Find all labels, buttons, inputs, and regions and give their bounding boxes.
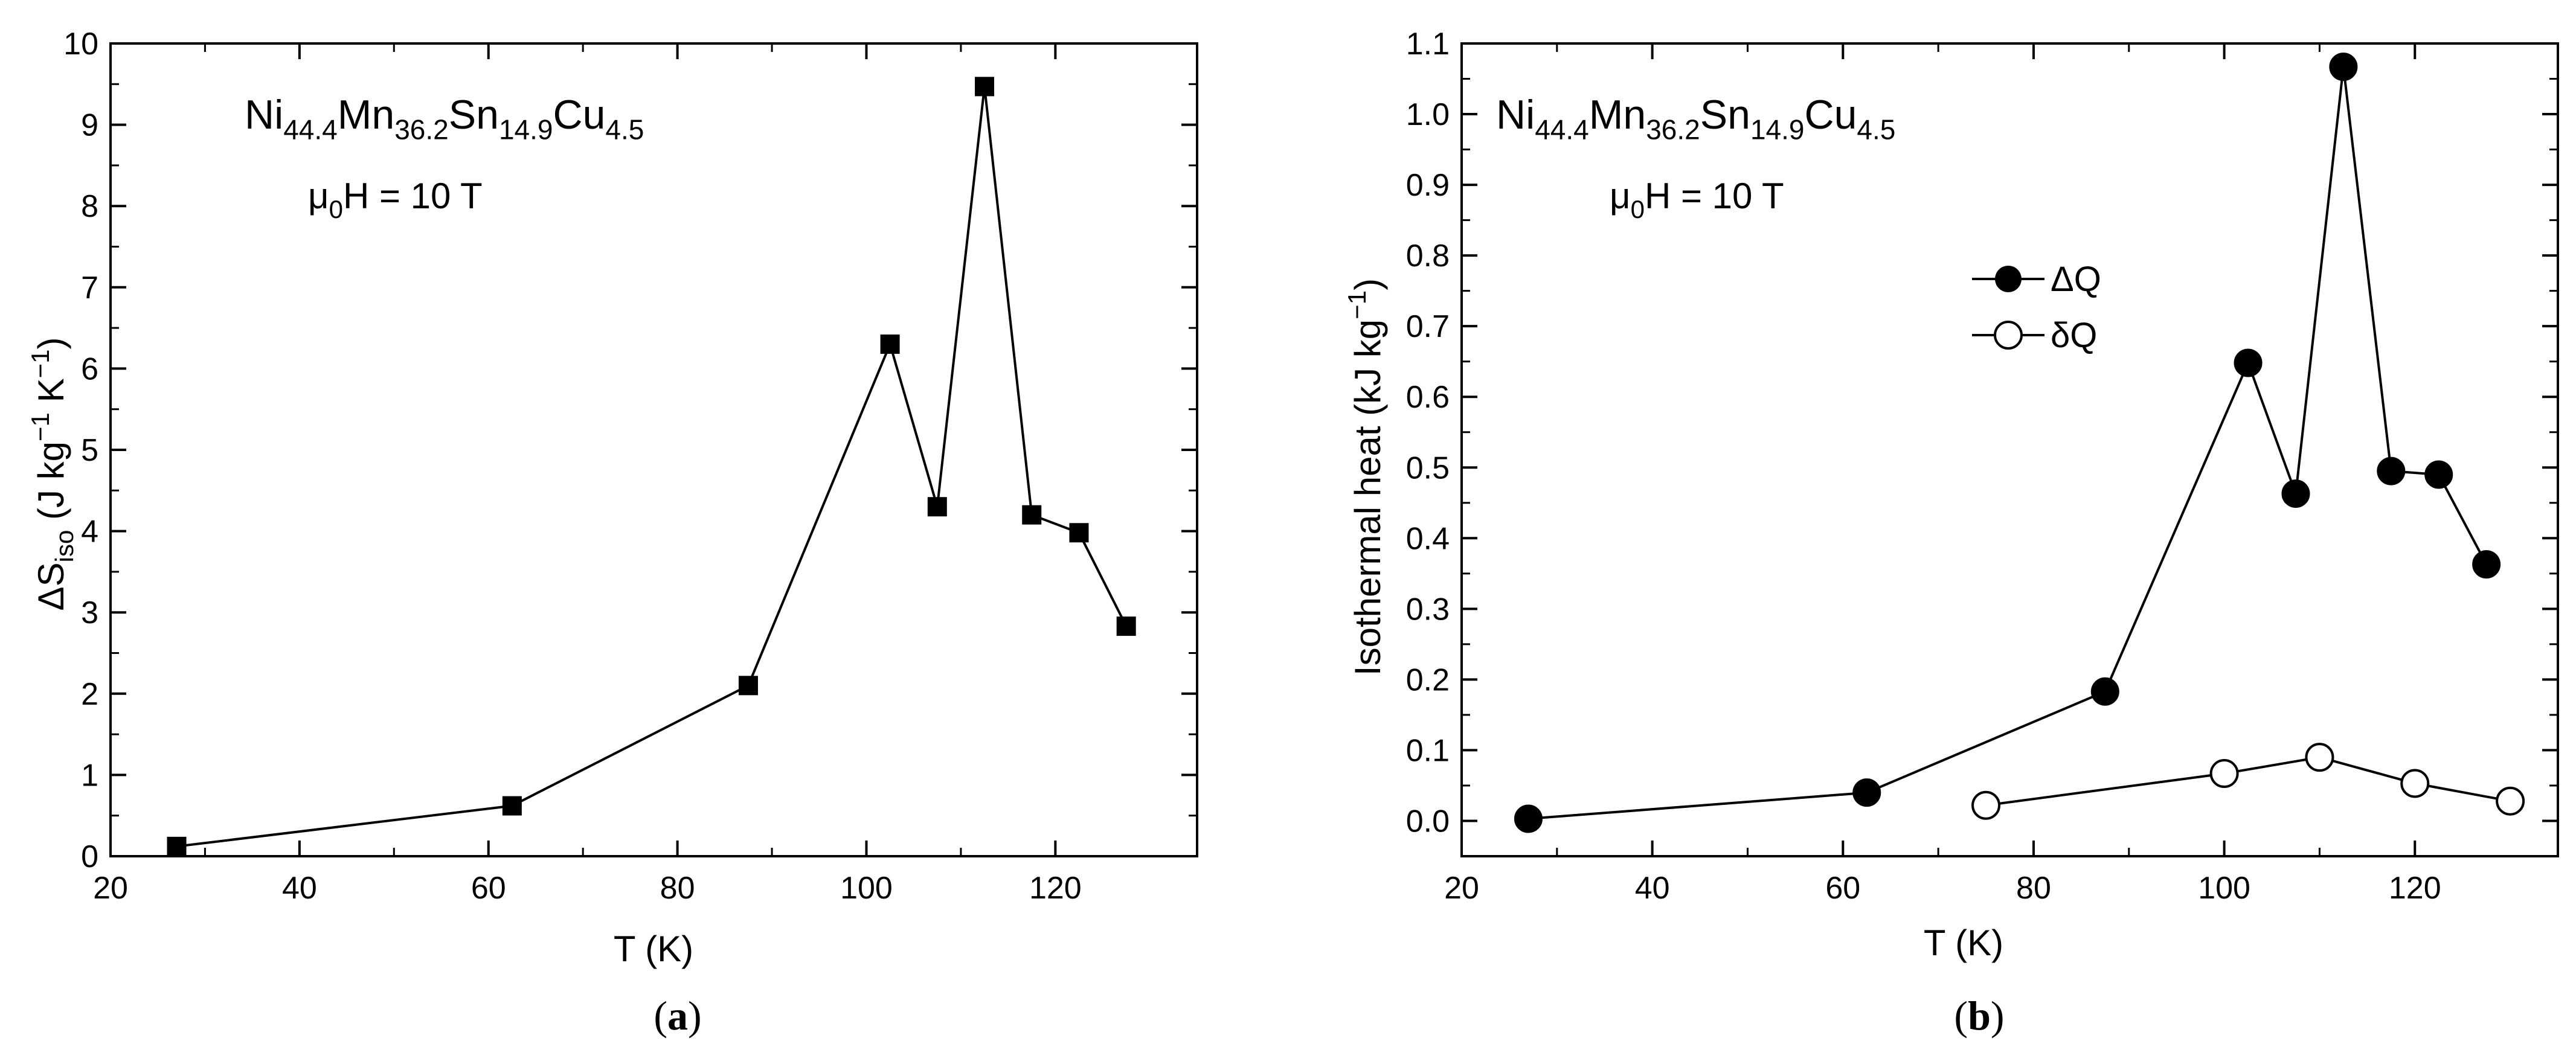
data-point xyxy=(2472,550,2501,579)
y-tick-label: 5 xyxy=(81,433,98,468)
data-point xyxy=(1116,616,1136,636)
data-point xyxy=(2329,53,2358,82)
panel-b-ticks: 20 40 60 80 100 120 0.0 0.1 0.2 0.3 0.4 0.5 0.6 0.7 0.… xyxy=(1406,27,2558,906)
x-tick-label: 80 xyxy=(2016,871,2051,906)
x-tick-label: 120 xyxy=(1029,871,1082,906)
y-tick-label: 0.2 xyxy=(1406,662,1450,697)
x-tick-label: 80 xyxy=(660,871,695,906)
data-point xyxy=(2234,348,2263,377)
y-tick-label: 1.0 xyxy=(1406,97,1450,132)
panel-b: 20 40 60 80 100 120 0.0 0.1 0.2 0.3 0.4 0.5 0.6 0.7 0.… xyxy=(1343,27,2559,1039)
y-tick-label: 10 xyxy=(63,27,98,62)
panel-a-formula-annotation: Ni44.4Mn36.2Sn14.9Cu4.5 xyxy=(245,92,644,145)
panel-a: 20 40 60 80 100 120 0 1 2 3 4 5 6 7 8 9 10 Ni44.4Mn36.2S… xyxy=(26,27,1198,1039)
panel-a-ticks: 20 40 60 80 100 120 0 1 2 3 4 5 6 7 8 9 10 xyxy=(63,27,1197,906)
y-tick-label: 0.6 xyxy=(1406,380,1450,415)
x-tick-label: 40 xyxy=(1635,871,1670,906)
data-point xyxy=(2400,769,2430,798)
data-point xyxy=(2090,677,2119,706)
x-tick-label: 100 xyxy=(840,871,893,906)
panel-b-label: (b) xyxy=(1954,993,2004,1039)
panel-a-markers xyxy=(167,77,1136,856)
data-point xyxy=(1022,505,1042,525)
panel-b-plot-frame xyxy=(1460,42,2559,857)
panel-b-formula-annotation: Ni44.4Mn36.2Sn14.9Cu4.5 xyxy=(1496,92,1895,145)
x-tick-label: 20 xyxy=(1444,871,1479,906)
y-tick-label: 4 xyxy=(81,514,98,549)
data-point xyxy=(1971,790,2001,820)
data-point xyxy=(1852,778,1881,807)
data-point xyxy=(502,796,522,816)
y-tick-label: 3 xyxy=(81,595,98,630)
y-tick-label: 9 xyxy=(81,108,98,143)
data-point xyxy=(880,335,900,354)
data-point xyxy=(975,77,995,97)
x-tick-label: 60 xyxy=(471,871,506,906)
panel-a-field-annotation: μ0H = 10 T xyxy=(308,176,483,223)
data-point xyxy=(2377,456,2406,485)
y-tick-label: 0.8 xyxy=(1406,239,1450,274)
legend-label: ΔQ xyxy=(2051,260,2101,299)
data-point xyxy=(167,836,187,856)
panel-a-plot-frame xyxy=(109,42,1198,857)
panel-b-field-annotation: μ0H = 10 T xyxy=(1610,176,1784,223)
series-line-2 xyxy=(1985,756,2511,807)
legend-marker xyxy=(1994,321,2023,350)
y-tick-label: 0.3 xyxy=(1406,592,1450,627)
panel-b-y-axis-label: Isothermal heat (kJ kg−1) xyxy=(1343,278,1388,676)
data-point xyxy=(2496,786,2525,816)
y-tick-label: 0.4 xyxy=(1406,521,1450,556)
x-tick-label: 20 xyxy=(93,871,128,906)
data-point xyxy=(2305,743,2334,772)
x-tick-label: 40 xyxy=(282,871,317,906)
y-tick-label: 0 xyxy=(81,839,98,874)
data-point xyxy=(2424,460,2453,489)
data-point xyxy=(1514,804,1543,833)
legend-label: δQ xyxy=(2051,316,2097,355)
panel-a-y-axis-label: ΔSiso (J kg−1 K−1) xyxy=(26,338,79,611)
x-tick-label: 120 xyxy=(2389,871,2441,906)
data-point xyxy=(738,676,758,696)
y-tick-label: 2 xyxy=(81,677,98,712)
panel-a-x-axis-label: T (K) xyxy=(614,929,693,969)
panel-b-legend: ΔQ δQ xyxy=(1972,260,2101,355)
y-tick-label: 0.9 xyxy=(1406,168,1450,203)
y-tick-label: 6 xyxy=(81,351,98,386)
data-point xyxy=(2281,479,2310,508)
legend-marker xyxy=(1995,266,2022,292)
y-tick-label: 0.7 xyxy=(1406,309,1450,344)
data-point xyxy=(927,497,947,517)
x-tick-label: 60 xyxy=(1825,871,1860,906)
x-tick-label: 100 xyxy=(2198,871,2250,906)
data-point xyxy=(2209,759,2239,789)
y-tick-label: 1.1 xyxy=(1406,27,1450,62)
data-point xyxy=(1069,523,1089,543)
y-tick-label: 7 xyxy=(81,271,98,306)
y-tick-label: 8 xyxy=(81,189,98,224)
y-tick-label: 1 xyxy=(81,758,98,793)
y-tick-label: 0.5 xyxy=(1406,450,1450,485)
panel-b-x-axis-label: T (K) xyxy=(1924,923,2003,963)
panel-b-markers xyxy=(1514,53,2525,833)
y-tick-label: 0.1 xyxy=(1406,733,1450,768)
y-tick-label: 0.0 xyxy=(1406,804,1450,839)
panel-a-label: (a) xyxy=(654,993,701,1039)
